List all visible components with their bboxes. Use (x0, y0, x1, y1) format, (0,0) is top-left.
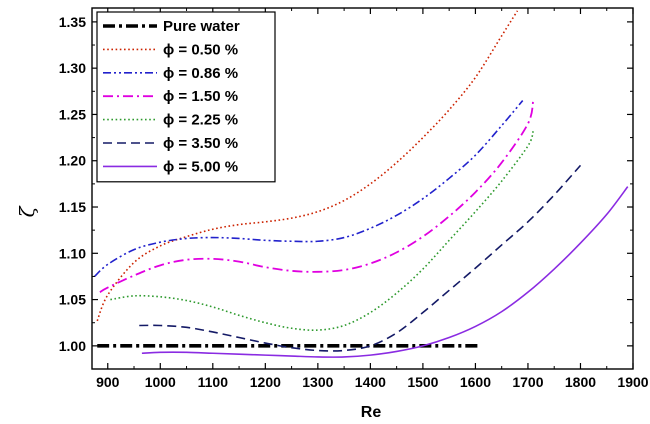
series-line-4 (110, 130, 534, 332)
x-tick-label: 900 (96, 374, 120, 390)
axes-layer: 900 1000 1100 1200 1300 1400 1500 1600 1700 1800 1… (59, 7, 649, 390)
y-tick-label: 1.25 (59, 106, 86, 122)
x-tick-label: 1200 (250, 374, 281, 390)
legend-label-0: Pure water (163, 18, 240, 35)
y-tick-label: 1.00 (59, 338, 86, 354)
y-tick-label: 1.20 (59, 153, 86, 169)
x-tick-label: 1300 (302, 374, 333, 390)
x-tick-label: 1700 (512, 374, 543, 390)
series-line-5 (139, 164, 582, 352)
x-tick-label: 1900 (617, 374, 648, 390)
y-tick-label: 1.30 (59, 60, 86, 76)
x-tick-label: 1000 (145, 374, 176, 390)
legend-label-3: ϕ = 1.50 % (163, 88, 238, 105)
legend-label-2: ϕ = 0.86 % (163, 65, 238, 82)
series-line-3 (99, 100, 535, 293)
plot-layer (94, 10, 629, 358)
series-line-2 (94, 100, 524, 278)
x-tick-label: 1400 (355, 374, 386, 390)
legend-label-1: ϕ = 0.50 % (163, 41, 238, 58)
y-tick-label: 1.35 (59, 14, 86, 30)
y-axis-title: ζ (15, 205, 39, 217)
x-axis-title: Re (361, 404, 382, 421)
x-tick-label: 1500 (407, 374, 438, 390)
y-tick-label: 1.15 (59, 199, 86, 215)
series-line-6 (141, 186, 629, 358)
y-tick-label: 1.05 (59, 292, 86, 308)
x-tick-label: 1800 (565, 374, 596, 390)
series-line-1 (96, 10, 519, 322)
legend: Pure water ϕ = 0.50 % ϕ = 0.86 % ϕ = 1.50 %… (96, 11, 276, 183)
x-tick-label: 1100 (198, 374, 229, 390)
x-tick-label: 1600 (460, 374, 491, 390)
plot-frame (91, 7, 634, 370)
legend-label-6: ϕ = 5.00 % (163, 158, 238, 175)
y-tick-label: 1.10 (59, 245, 86, 261)
legend-label-4: ϕ = 2.25 % (163, 112, 238, 129)
legend-label-5: ϕ = 3.50 % (163, 135, 238, 152)
